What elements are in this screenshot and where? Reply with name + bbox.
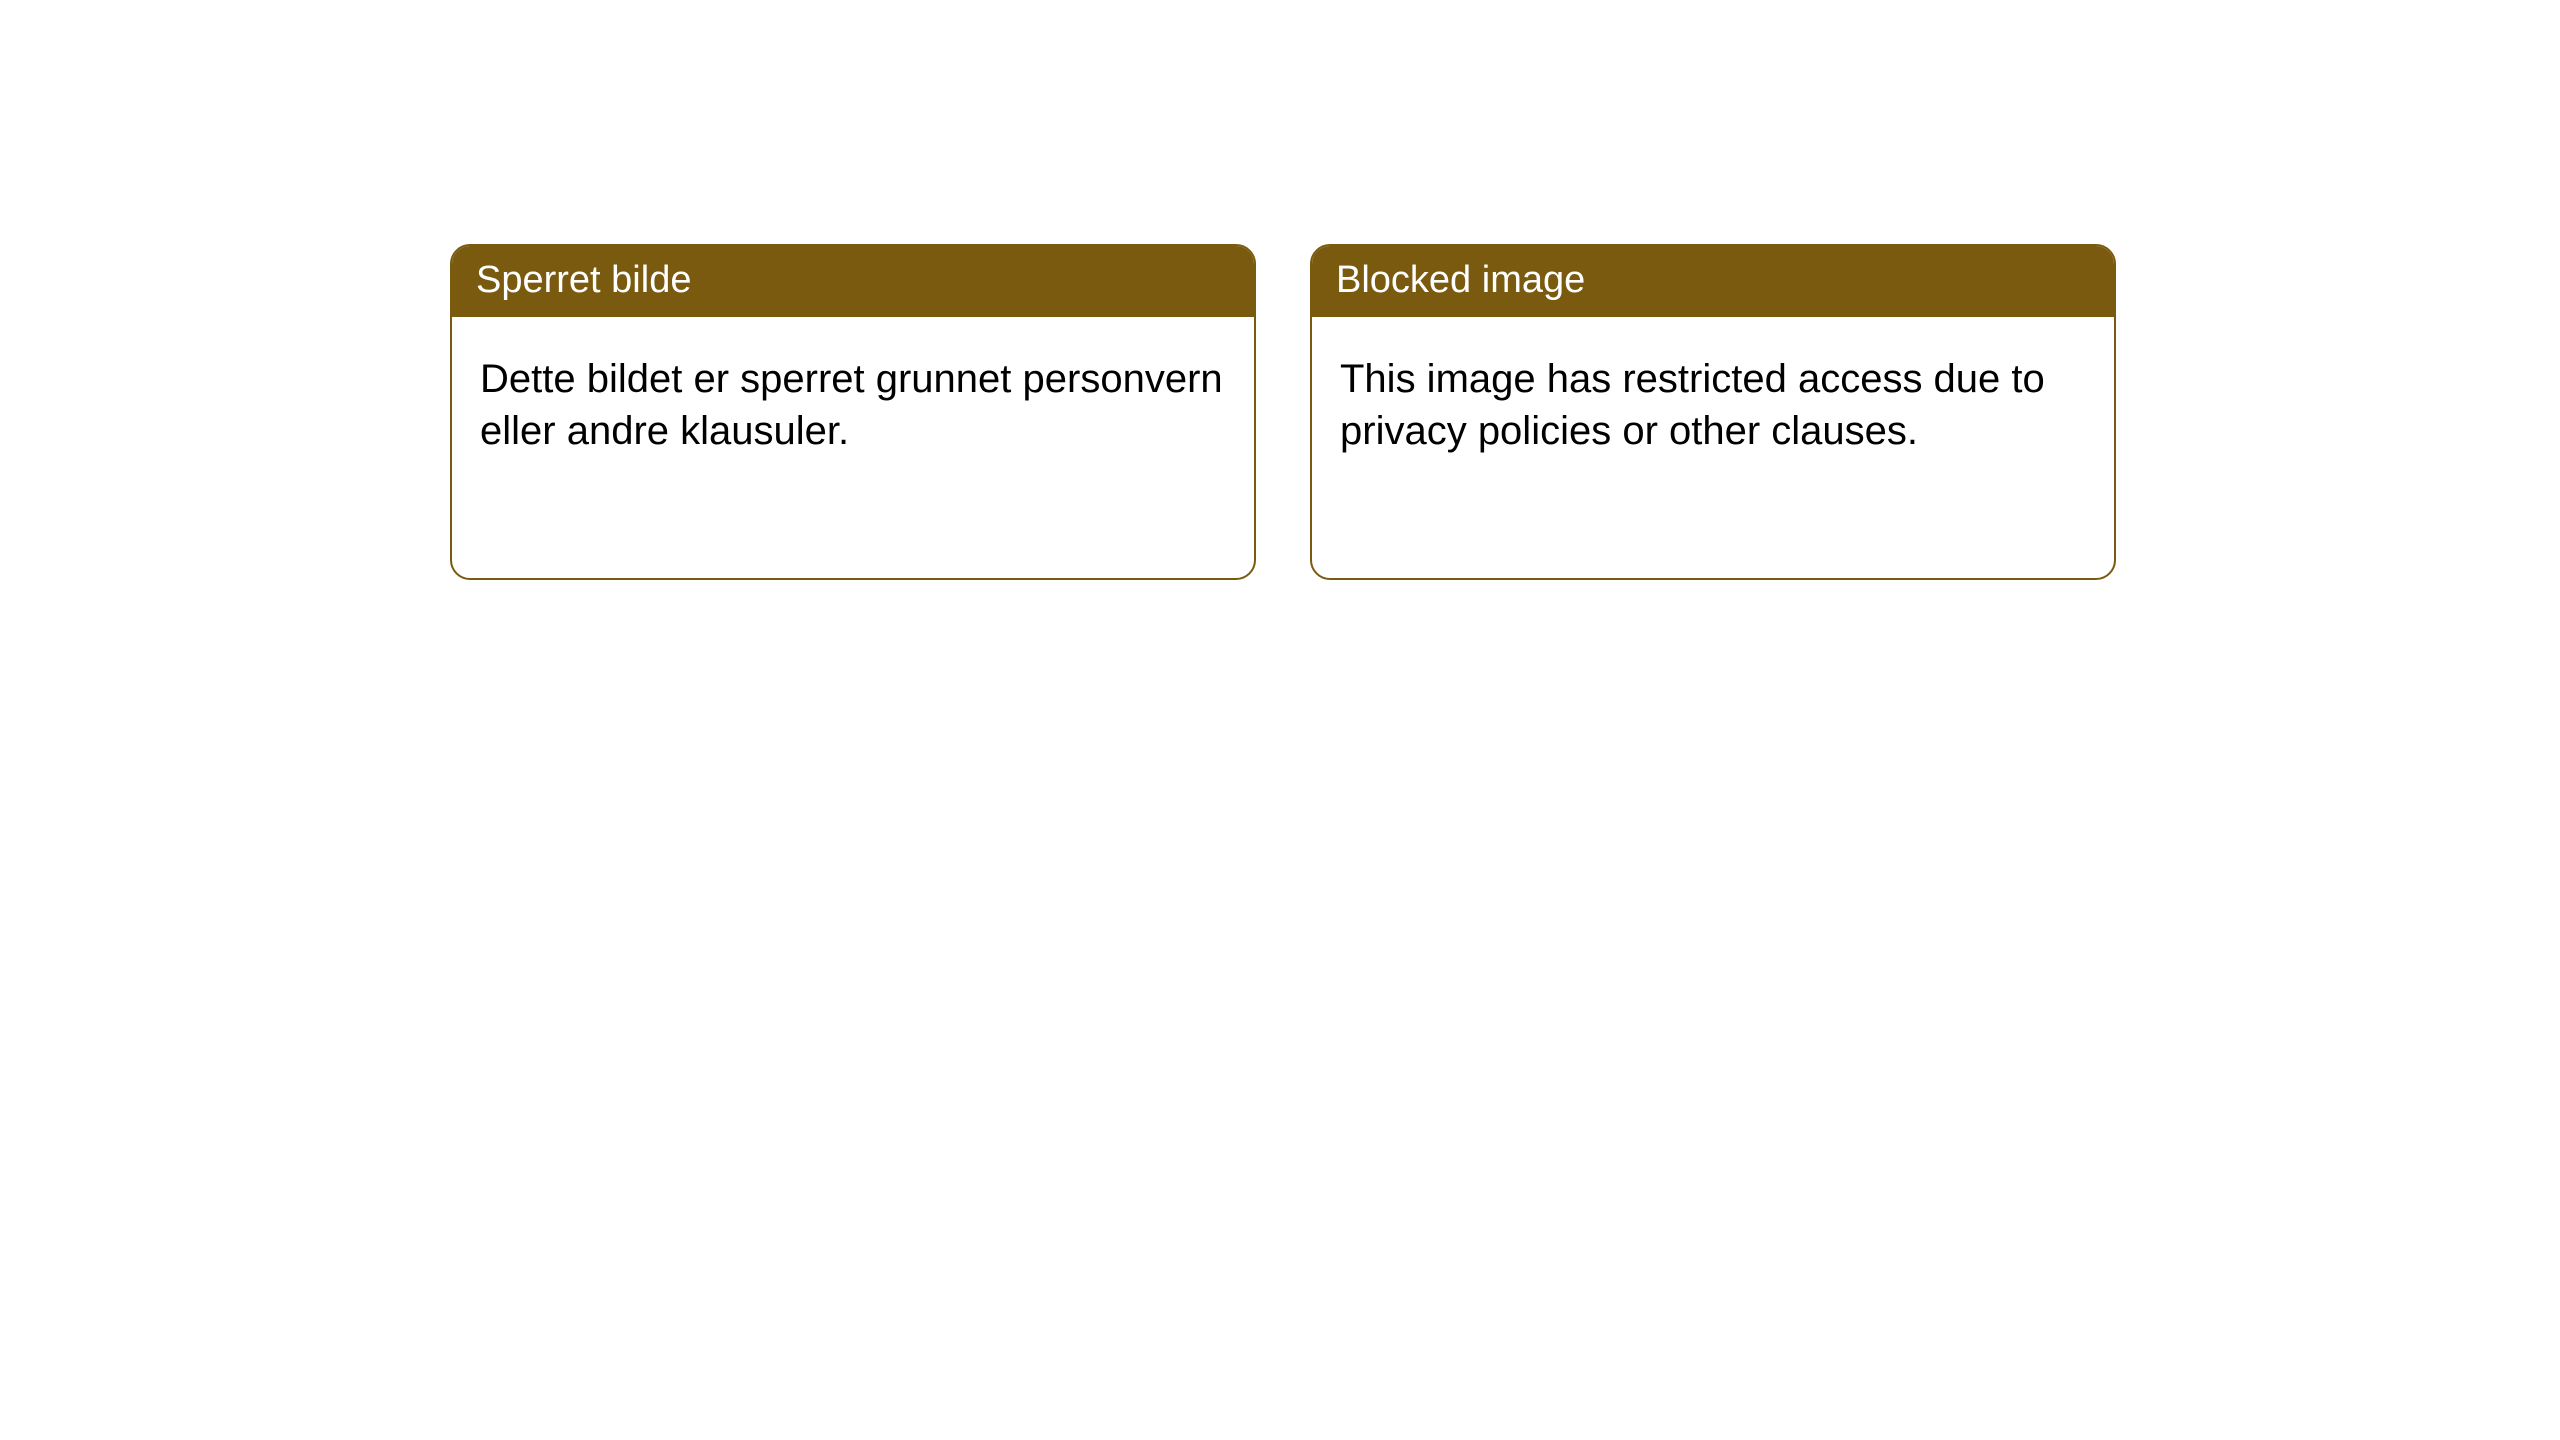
notice-container: Sperret bilde Dette bildet er sperret gr… (0, 0, 2560, 580)
notice-card-norwegian: Sperret bilde Dette bildet er sperret gr… (450, 244, 1256, 580)
notice-card-english: Blocked image This image has restricted … (1310, 244, 2116, 580)
notice-body: Dette bildet er sperret grunnet personve… (452, 317, 1254, 481)
notice-body: This image has restricted access due to … (1312, 317, 2114, 481)
notice-header: Blocked image (1312, 246, 2114, 317)
notice-header: Sperret bilde (452, 246, 1254, 317)
